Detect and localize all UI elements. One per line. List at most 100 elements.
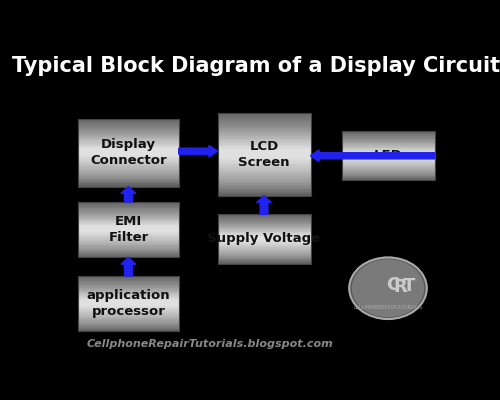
- FancyArrow shape: [179, 145, 218, 157]
- Bar: [218, 144, 310, 146]
- Bar: [342, 151, 434, 152]
- Bar: [78, 146, 179, 147]
- Bar: [218, 214, 310, 264]
- Bar: [78, 246, 179, 247]
- Bar: [218, 243, 310, 244]
- Bar: [78, 297, 179, 298]
- Bar: [218, 178, 310, 179]
- Bar: [78, 237, 179, 238]
- Bar: [78, 224, 179, 225]
- Bar: [78, 322, 179, 323]
- Bar: [78, 140, 179, 142]
- Bar: [342, 175, 434, 176]
- Bar: [218, 115, 310, 117]
- Bar: [342, 148, 434, 149]
- Bar: [78, 207, 179, 208]
- Bar: [78, 213, 179, 214]
- Bar: [218, 156, 310, 157]
- Bar: [78, 183, 179, 184]
- Bar: [218, 220, 310, 221]
- Bar: [78, 310, 179, 311]
- Bar: [78, 182, 179, 183]
- Bar: [218, 252, 310, 253]
- Bar: [342, 173, 434, 174]
- Bar: [218, 214, 310, 215]
- Bar: [78, 292, 179, 294]
- Bar: [218, 226, 310, 228]
- Bar: [342, 137, 434, 138]
- Bar: [342, 133, 434, 134]
- Bar: [218, 140, 310, 142]
- Bar: [218, 221, 310, 222]
- Bar: [218, 230, 310, 232]
- Bar: [218, 218, 310, 219]
- Bar: [78, 144, 179, 145]
- Bar: [218, 151, 310, 153]
- Bar: [218, 164, 310, 165]
- Bar: [218, 166, 310, 168]
- Bar: [218, 150, 310, 152]
- Bar: [78, 202, 179, 258]
- Bar: [218, 112, 310, 114]
- Bar: [218, 192, 310, 193]
- Bar: [78, 256, 179, 258]
- Bar: [78, 247, 179, 248]
- Bar: [78, 128, 179, 129]
- Bar: [218, 235, 310, 236]
- Bar: [78, 280, 179, 282]
- Bar: [218, 133, 310, 135]
- Bar: [342, 131, 434, 132]
- Bar: [78, 312, 179, 313]
- Bar: [78, 162, 179, 163]
- Bar: [218, 160, 310, 161]
- Bar: [342, 152, 434, 153]
- Bar: [218, 172, 310, 174]
- Bar: [78, 236, 179, 237]
- Bar: [78, 120, 179, 121]
- Bar: [218, 240, 310, 242]
- Bar: [78, 325, 179, 326]
- Bar: [342, 177, 434, 178]
- FancyArrow shape: [310, 150, 434, 162]
- Bar: [78, 242, 179, 243]
- Bar: [78, 254, 179, 256]
- Bar: [218, 168, 310, 170]
- Text: Typical Block Diagram of a Display Circuit: Typical Block Diagram of a Display Circu…: [12, 56, 500, 76]
- Bar: [218, 128, 310, 129]
- Bar: [218, 258, 310, 260]
- Bar: [78, 216, 179, 217]
- Bar: [78, 223, 179, 224]
- Bar: [218, 147, 310, 149]
- Bar: [342, 176, 434, 177]
- Bar: [78, 277, 179, 278]
- Bar: [218, 219, 310, 220]
- Bar: [218, 118, 310, 120]
- Bar: [78, 324, 179, 325]
- Bar: [78, 314, 179, 315]
- Bar: [78, 287, 179, 288]
- Bar: [78, 230, 179, 232]
- Bar: [78, 321, 179, 322]
- Bar: [78, 154, 179, 155]
- Bar: [342, 178, 434, 179]
- Bar: [78, 164, 179, 165]
- Bar: [218, 227, 310, 228]
- Bar: [218, 169, 310, 171]
- Bar: [78, 299, 179, 300]
- Bar: [342, 172, 434, 173]
- Bar: [78, 284, 179, 285]
- Bar: [78, 142, 179, 144]
- Bar: [218, 154, 310, 156]
- Bar: [218, 259, 310, 260]
- Bar: [78, 139, 179, 140]
- Bar: [78, 232, 179, 234]
- Bar: [218, 251, 310, 252]
- Bar: [78, 152, 179, 153]
- Bar: [218, 114, 310, 116]
- Bar: [78, 320, 179, 321]
- Bar: [78, 251, 179, 252]
- Bar: [218, 263, 310, 264]
- Bar: [78, 278, 179, 279]
- Bar: [218, 244, 310, 246]
- Bar: [342, 159, 434, 160]
